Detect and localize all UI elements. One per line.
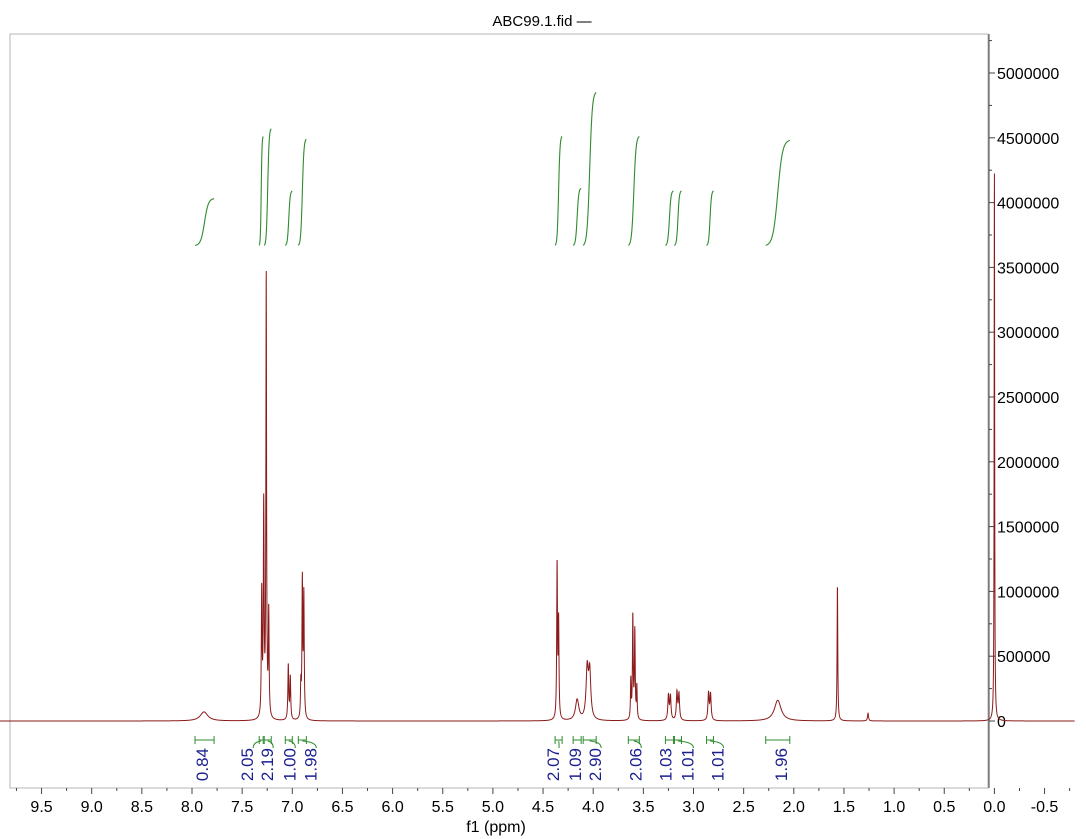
integral-bracket	[627, 736, 640, 744]
x-tick-label: 8.0	[181, 799, 203, 816]
integral-curve	[674, 190, 682, 246]
integral-brackets	[194, 736, 791, 744]
integral-value-label: 2.90	[586, 748, 605, 781]
integral-bracket	[673, 736, 682, 744]
plot-frame	[9, 33, 989, 789]
x-tick-label: 4.5	[532, 799, 554, 816]
x-tick-label: 9.5	[30, 799, 52, 816]
integral-value-label: 1.01	[709, 748, 728, 781]
integral-leader	[267, 740, 274, 749]
integral-value-label: 2.19	[258, 748, 277, 781]
integral-curves	[194, 92, 790, 246]
y-tick-label: 1000000	[997, 584, 1059, 601]
integral-value-label: 1.03	[656, 748, 675, 781]
y-tick-label: 500000	[997, 649, 1050, 666]
y-tick-label: 3500000	[997, 260, 1059, 277]
integral-curve	[194, 198, 215, 246]
integral-curve	[572, 187, 582, 246]
integral-value-label: 0.84	[193, 748, 212, 781]
x-tick-label: 5.0	[482, 799, 504, 816]
integral-bracket	[582, 736, 597, 744]
integral-curve	[284, 190, 293, 246]
x-tick-label: 9.0	[81, 799, 103, 816]
integral-leader	[677, 740, 694, 749]
x-tick-label: -0.5	[1031, 799, 1059, 816]
integral-value-label: 2.06	[626, 748, 645, 781]
x-tick-label: 3.5	[632, 799, 654, 816]
x-tick-label: 7.0	[281, 799, 303, 816]
y-tick-label: 5000000	[997, 66, 1059, 83]
y-tick-label: 1500000	[997, 520, 1059, 537]
x-tick-label: 8.5	[131, 799, 153, 816]
x-tick-label: 6.5	[331, 799, 353, 816]
integral-bracket	[194, 736, 215, 744]
x-tick-label: 4.0	[582, 799, 604, 816]
integral-value-label: 1.96	[772, 748, 791, 781]
integral-bracket	[706, 736, 715, 744]
y-tick-label: 3000000	[997, 325, 1059, 342]
integral-curve	[765, 139, 790, 246]
integral-leader	[302, 740, 317, 749]
integral-bracket	[258, 736, 264, 744]
spectrum-line	[0, 173, 1075, 722]
integral-bracket	[284, 736, 293, 744]
integral-value-label: 2.07	[544, 748, 563, 781]
integral-leader	[710, 740, 725, 749]
x-tick-label: 0.0	[983, 799, 1005, 816]
integral-value-label: 1.01	[678, 748, 697, 781]
integral-bracket	[765, 736, 791, 744]
chart-title: ABC99.1.fid —	[492, 13, 591, 30]
integral-curve	[665, 190, 674, 246]
integral-leader	[589, 740, 602, 749]
x-tick-label: 2.0	[783, 799, 805, 816]
integral-bracket	[572, 736, 582, 744]
integral-bracket	[664, 736, 674, 744]
integral-curve	[297, 138, 307, 246]
x-tick-label: 6.0	[381, 799, 403, 816]
y-tick-label: 4000000	[997, 196, 1059, 213]
x-axis: 9.5 9.0 8.5 8.0 7.5 7.0 6.5 6.0 5.5 5.0 4.5 4.0 3.5 3…	[15, 788, 1071, 816]
integral-curve	[263, 128, 272, 246]
integral-curve	[627, 136, 640, 246]
integral-curve	[706, 190, 714, 246]
x-tick-label: 0.5	[933, 799, 955, 816]
x-tick-label: 7.5	[231, 799, 253, 816]
y-tick-label: 0	[997, 714, 1006, 731]
x-tick-label: 1.5	[833, 799, 855, 816]
integral-value-label: 1.98	[301, 748, 320, 781]
integral-leader	[288, 740, 296, 749]
integral-curve	[582, 92, 597, 246]
integral-bracket	[554, 736, 563, 744]
x-tick-label: 3.0	[682, 799, 704, 816]
x-tick-label: 5.5	[432, 799, 454, 816]
integral-value-label: 1.09	[566, 748, 585, 781]
x-axis-label: f1 (ppm)	[466, 819, 526, 836]
integral-bracket	[263, 736, 272, 744]
integral-value-label: 1.00	[280, 748, 299, 781]
integral-values: 0.84 2.05 2.19 1.00 1.98 2.07 1.09 2.90 2.06 1.03…	[193, 740, 791, 781]
y-tick-label: 4500000	[997, 131, 1059, 148]
integral-curve	[554, 136, 563, 246]
y-tick-label: 2000000	[997, 455, 1059, 472]
integral-leader	[633, 740, 642, 749]
integral-curve	[258, 136, 264, 246]
x-tick-label: 1.0	[883, 799, 905, 816]
integral-bracket	[297, 736, 307, 744]
integral-value-label: 2.05	[238, 748, 257, 781]
integral-leader	[252, 740, 262, 749]
y-axis: 0 500000 1000000 1500000 2000000 2500000 30000…	[989, 40, 1059, 731]
x-tick-label: 2.5	[733, 799, 755, 816]
y-tick-label: 2500000	[997, 390, 1059, 407]
